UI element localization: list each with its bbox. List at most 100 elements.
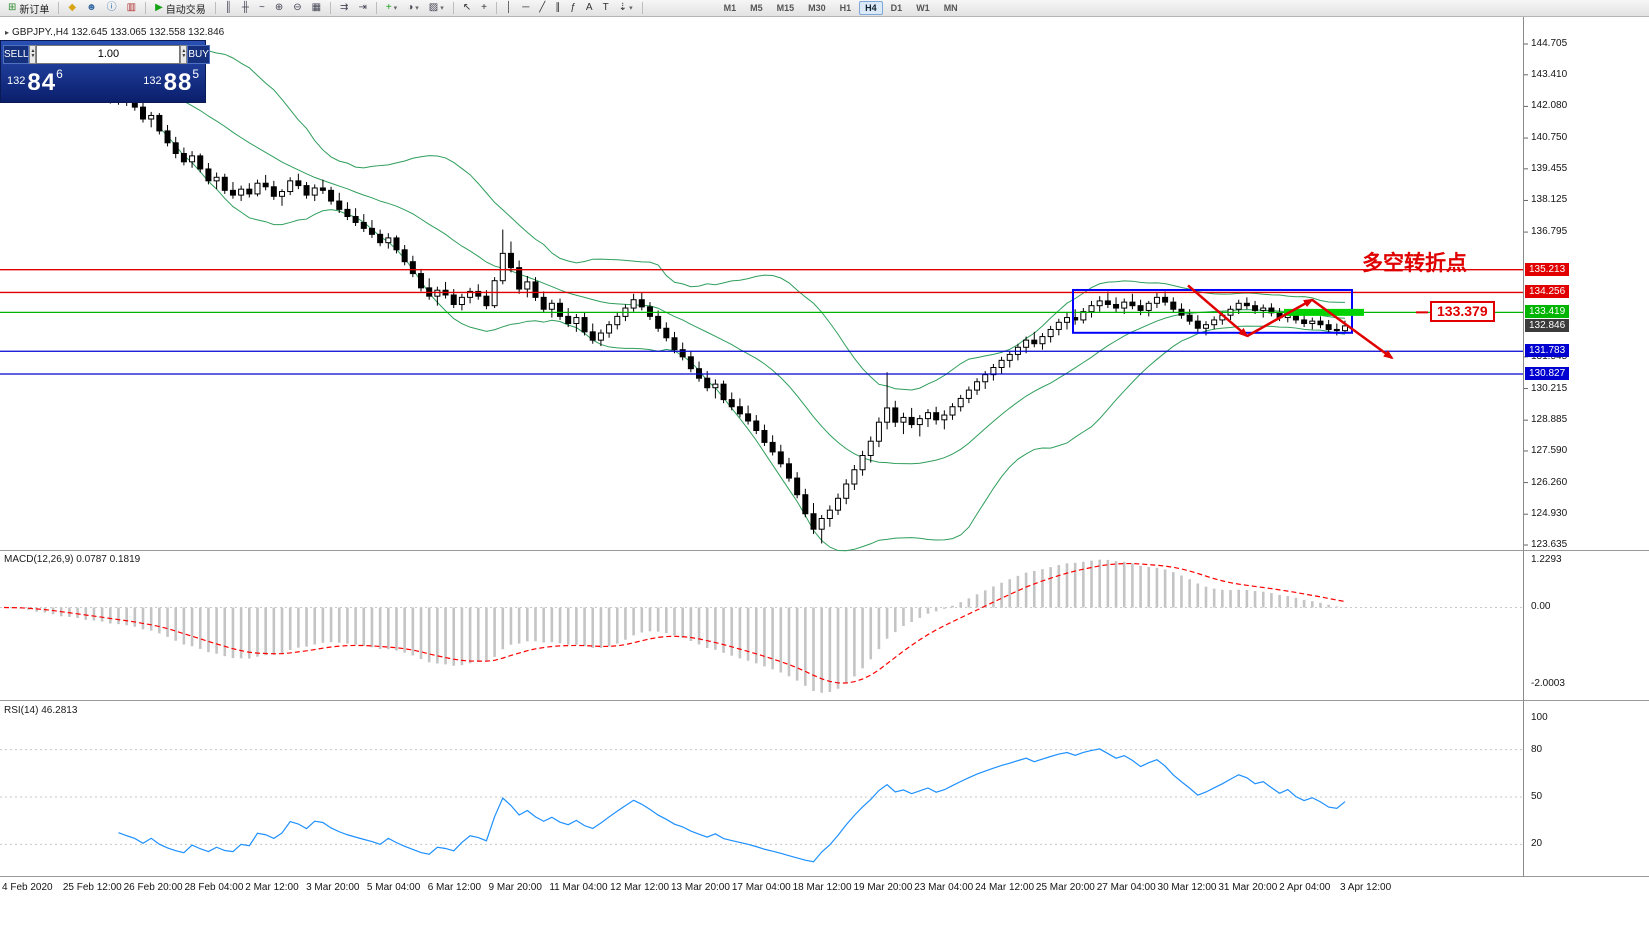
arrows-dropdown-icon[interactable]: ▾ xyxy=(629,5,633,12)
price-note-box: 133.379 xyxy=(1430,301,1495,323)
crosshair-button[interactable]: + xyxy=(477,1,491,16)
cursor-button[interactable]: ↖ xyxy=(459,1,475,16)
price-axis-tick: 139.455 xyxy=(1531,162,1568,174)
rsi-axis-tick: 20 xyxy=(1531,838,1543,850)
templates-icon: ▨ xyxy=(428,2,439,13)
zoom-out-button[interactable]: ⊖ xyxy=(289,1,305,16)
indicators-button[interactable]: + ▾ xyxy=(382,1,401,16)
profiles-button[interactable]: ◆ xyxy=(64,1,80,16)
time-axis-label: 30 Mar 12:00 xyxy=(1157,882,1217,893)
volume-input[interactable] xyxy=(36,44,181,64)
periods-dropdown-icon[interactable]: ▾ xyxy=(415,5,419,12)
new-order-icon: ⊞ xyxy=(8,2,17,13)
auto-trading-button[interactable]: ▶ 自动交易 xyxy=(151,1,210,16)
volume-spinner-right[interactable]: ▲ ▼ xyxy=(180,44,188,64)
price-axis-tick: 130.215 xyxy=(1531,382,1568,394)
text-label-button[interactable]: T xyxy=(599,1,613,16)
templates-button[interactable]: ▨ ▾ xyxy=(425,1,448,16)
timeframe-d1[interactable]: D1 xyxy=(890,3,903,13)
equidistant-channel-button[interactable]: ∥ xyxy=(551,1,564,16)
time-axis-label: 27 Mar 04:00 xyxy=(1096,882,1156,893)
sell-button[interactable]: SELL xyxy=(3,44,30,64)
templates-dropdown-icon[interactable]: ▾ xyxy=(440,5,444,12)
sell-price[interactable]: 132846 xyxy=(7,67,63,96)
price-axis-tick: 138.125 xyxy=(1531,194,1568,206)
price-axis-tick: 124.930 xyxy=(1531,508,1568,520)
timeframe-w1[interactable]: W1 xyxy=(916,3,930,13)
macd-panel xyxy=(0,559,1523,693)
time-axis-label: 23 Mar 04:00 xyxy=(914,882,974,893)
zoom-in-button[interactable]: ⊕ xyxy=(271,1,287,16)
timeframe-m15[interactable]: M15 xyxy=(776,3,795,13)
price-axis[interactable]: 144.705 143.410 142.080 140.750 139.455 138.1… xyxy=(1523,0,1649,877)
navigator-button[interactable]: ☻ xyxy=(82,1,101,16)
profiles-icon: ◆ xyxy=(68,2,77,13)
timeframe-h4[interactable]: H4 xyxy=(859,1,883,15)
time-axis-label: 31 Mar 20:00 xyxy=(1218,882,1278,893)
macd-axis-tick: 0.00 xyxy=(1531,601,1551,612)
timeframe-h1[interactable]: H1 xyxy=(839,3,852,13)
rsi-panel xyxy=(0,748,1523,863)
arrows-button[interactable]: ⇣ ▾ xyxy=(615,1,637,16)
toolbar-separator xyxy=(641,2,643,14)
tile-windows-icon: ▦ xyxy=(311,2,322,13)
timeframe-m5[interactable]: M5 xyxy=(750,3,763,13)
spin-up-icon[interactable]: ▲ xyxy=(181,48,187,54)
chart-shift-button[interactable]: ⇥ xyxy=(354,1,370,16)
indicators-dropdown-icon[interactable]: ▾ xyxy=(393,5,398,12)
price-badge: 132.846 xyxy=(1525,318,1570,332)
spin-up-icon[interactable]: ▲ xyxy=(30,48,36,54)
price-axis-tick: 123.635 xyxy=(1531,539,1568,550)
terminal-button[interactable]: ▥ xyxy=(123,1,140,16)
time-axis-label: 3 Mar 20:00 xyxy=(306,882,360,893)
vertical-line-icon: │ xyxy=(505,2,513,13)
toolbar-separator xyxy=(375,2,377,14)
vertical-line-button[interactable]: │ xyxy=(502,1,516,16)
line-chart-icon: ~ xyxy=(258,2,265,13)
price-axis-tick: 140.750 xyxy=(1531,132,1568,144)
price-axis-tick: 126.260 xyxy=(1531,476,1568,488)
candlestick-chart-icon: ╫ xyxy=(241,2,249,13)
timeframe-m30[interactable]: M30 xyxy=(808,3,826,13)
time-axis-label: 24 Mar 12:00 xyxy=(975,882,1035,893)
buy-button[interactable]: BUY xyxy=(187,44,210,64)
time-axis-label: 26 Feb 20:00 xyxy=(123,882,183,893)
time-axis-label: 28 Feb 04:00 xyxy=(184,882,244,893)
drawing-objects xyxy=(1072,284,1428,360)
new-order-button[interactable]: ⊞ 新订单 xyxy=(4,1,53,16)
timeframe-mn[interactable]: MN xyxy=(943,3,958,13)
volume-spinner-left[interactable]: ▲ ▼ xyxy=(29,44,37,64)
text-button[interactable]: A xyxy=(582,1,597,16)
bar-chart-button[interactable]: ║ xyxy=(221,1,236,16)
periods-icon: ◑ xyxy=(407,2,414,13)
line-chart-button[interactable]: ~ xyxy=(255,1,269,16)
candles xyxy=(1,44,1348,544)
spin-down-icon[interactable]: ▼ xyxy=(30,53,36,59)
time-axis-label: 12 Mar 12:00 xyxy=(610,882,670,893)
macd-axis-tick: -2.0003 xyxy=(1531,678,1565,689)
price-axis-tick: 136.795 xyxy=(1531,226,1568,238)
trendline-button[interactable]: ╱ xyxy=(535,1,549,16)
periods-button[interactable]: ◑ ▾ xyxy=(403,1,423,16)
fibonacci-icon: ƒ xyxy=(570,2,576,13)
auto-scroll-button[interactable]: ⇉ xyxy=(336,1,352,16)
toolbar-separator xyxy=(145,2,147,14)
toolbar: ⊞ 新订单 ◆ ☻ ⓘ ▥ ▶ 自动交易 ║ ╫ ~ ⊕ ⊖ ▦ ⇉ ⇥ + ▾ ◑ ▾ ▨ ▾ ↖ + │ ─ ╱ ∥ ƒ A T ⇣ ▾ M1… xyxy=(0,0,1649,17)
timeframe-m1[interactable]: M1 xyxy=(723,3,737,13)
symbol-collapse-icon[interactable]: ▸ xyxy=(5,28,10,37)
cursor-icon: ↖ xyxy=(462,2,472,13)
candlestick-chart-button[interactable]: ╫ xyxy=(238,1,253,16)
auto-trading-label: 自动交易 xyxy=(165,4,206,16)
spin-down-icon[interactable]: ▼ xyxy=(181,53,187,59)
tile-windows-button[interactable]: ▦ xyxy=(308,1,325,16)
time-axis[interactable]: 4 Feb 2020 25 Feb 12:00 26 Feb 20:00 28 Feb… xyxy=(0,877,1649,942)
fibonacci-button[interactable]: ƒ xyxy=(566,1,580,16)
price-badge: 131.783 xyxy=(1525,344,1570,358)
horizontal-line-button[interactable]: ─ xyxy=(518,1,533,16)
data-window-button[interactable]: ⓘ xyxy=(103,1,121,16)
auto-scroll-icon: ⇉ xyxy=(340,2,349,13)
buy-price[interactable]: 132885 xyxy=(143,67,199,96)
time-axis-label: 18 Mar 12:00 xyxy=(792,882,852,893)
